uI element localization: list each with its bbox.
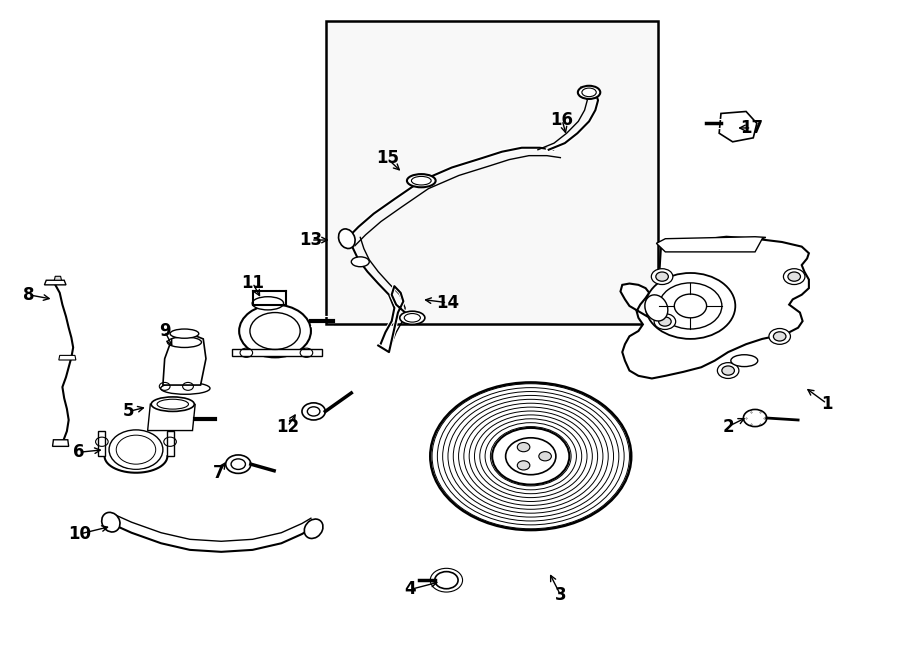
Polygon shape	[719, 111, 757, 142]
Text: 6: 6	[73, 444, 85, 461]
Circle shape	[539, 451, 552, 461]
Polygon shape	[98, 431, 104, 456]
Circle shape	[674, 294, 706, 318]
Circle shape	[506, 438, 556, 475]
Polygon shape	[163, 334, 206, 385]
Circle shape	[659, 317, 671, 326]
Circle shape	[773, 332, 786, 341]
Circle shape	[226, 455, 251, 473]
Ellipse shape	[351, 257, 369, 267]
Text: 4: 4	[405, 581, 417, 598]
Polygon shape	[54, 276, 61, 280]
Circle shape	[783, 269, 805, 285]
Ellipse shape	[160, 383, 210, 395]
Text: 8: 8	[22, 286, 34, 304]
Circle shape	[659, 283, 722, 329]
Circle shape	[645, 273, 735, 339]
Text: 2: 2	[723, 418, 734, 436]
Circle shape	[518, 461, 530, 470]
Text: 14: 14	[436, 294, 459, 312]
Text: 1: 1	[821, 395, 833, 412]
Ellipse shape	[731, 355, 758, 367]
Polygon shape	[620, 237, 809, 379]
Polygon shape	[58, 355, 76, 360]
Ellipse shape	[578, 86, 600, 99]
Text: 16: 16	[551, 111, 573, 129]
Ellipse shape	[102, 512, 120, 532]
Circle shape	[722, 366, 734, 375]
Ellipse shape	[407, 174, 436, 187]
Text: 3: 3	[554, 586, 566, 604]
Polygon shape	[44, 280, 66, 285]
Circle shape	[302, 403, 325, 420]
Ellipse shape	[645, 295, 668, 321]
Circle shape	[656, 272, 669, 281]
Circle shape	[717, 363, 739, 379]
Polygon shape	[167, 431, 174, 456]
Ellipse shape	[252, 297, 284, 310]
Circle shape	[743, 410, 767, 426]
Text: 5: 5	[123, 402, 134, 420]
Ellipse shape	[170, 329, 199, 338]
Ellipse shape	[400, 311, 425, 324]
Circle shape	[435, 571, 458, 589]
Polygon shape	[656, 237, 766, 252]
Circle shape	[239, 305, 310, 357]
Polygon shape	[232, 350, 321, 356]
Text: 11: 11	[241, 274, 264, 292]
Text: 17: 17	[740, 119, 763, 137]
Text: 13: 13	[300, 231, 322, 249]
Ellipse shape	[338, 229, 356, 248]
Circle shape	[769, 328, 790, 344]
Circle shape	[518, 442, 530, 451]
Bar	[326, 21, 658, 324]
Ellipse shape	[304, 519, 323, 538]
Text: 12: 12	[276, 418, 299, 436]
Circle shape	[788, 272, 800, 281]
Text: 10: 10	[68, 525, 91, 543]
Ellipse shape	[167, 337, 202, 348]
Ellipse shape	[151, 397, 194, 411]
Text: 15: 15	[375, 150, 399, 167]
Text: 7: 7	[212, 464, 224, 482]
Polygon shape	[148, 404, 195, 430]
Polygon shape	[52, 440, 68, 446]
Text: 9: 9	[159, 322, 170, 340]
Circle shape	[654, 314, 676, 330]
Circle shape	[652, 269, 673, 285]
